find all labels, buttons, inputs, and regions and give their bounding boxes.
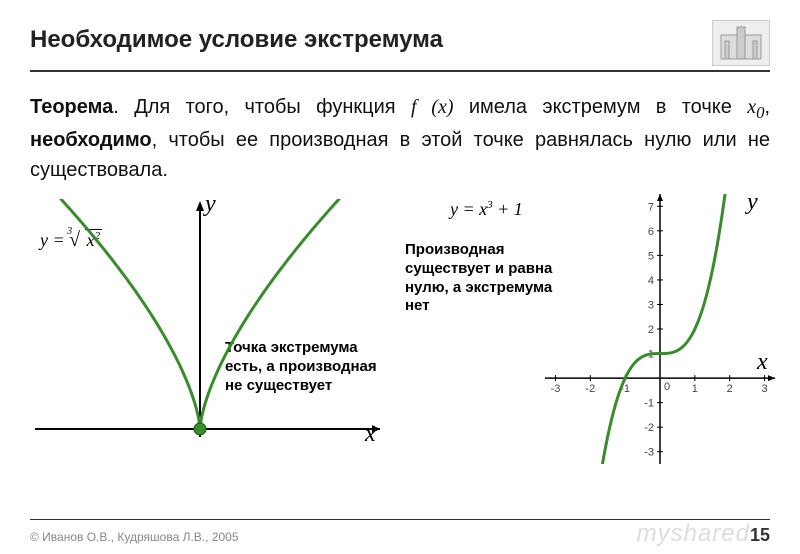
slide: Необходимое условие экстремума Теорема. … — [0, 0, 800, 554]
left-chart-svg — [30, 199, 390, 459]
theorem-label: Теорема — [30, 96, 113, 118]
svg-text:2: 2 — [648, 324, 654, 336]
right-formula: y = x3 + 1 — [450, 199, 523, 220]
svg-text:-1: -1 — [644, 398, 654, 410]
svg-text:5: 5 — [648, 250, 654, 262]
svg-text:3: 3 — [761, 383, 767, 395]
svg-text:4: 4 — [648, 275, 654, 287]
right-caption: Производная существует и равна нулю, а э… — [405, 241, 565, 316]
fx-notation: f (x) — [411, 96, 454, 118]
charts-container: y = 3 √ x2 y x Точка экстремума есть, а … — [30, 199, 770, 469]
svg-text:0: 0 — [664, 381, 670, 393]
svg-text:-3: -3 — [551, 383, 561, 395]
title-divider — [30, 70, 770, 72]
university-logo — [712, 20, 770, 66]
left-chart: y = 3 √ x2 y x Точка экстремума есть, а … — [30, 199, 395, 469]
right-chart-svg: -3-2-10123-3-2-11234567 — [545, 194, 775, 464]
header-row: Необходимое условие экстремума — [30, 20, 770, 66]
theorem-text: Теорема. Для того, чтобы функция f (x) и… — [30, 92, 770, 185]
page-number: 15 — [750, 525, 770, 546]
svg-text:1: 1 — [692, 383, 698, 395]
right-chart: y = x3 + 1 y x Производная существует и … — [405, 199, 770, 469]
watermark: myshared — [637, 520, 750, 548]
footer-credits: © Иванов О.В., Кудряшова Л.В., 2005 — [30, 530, 239, 544]
svg-text:2: 2 — [727, 383, 733, 395]
svg-text:-2: -2 — [585, 383, 595, 395]
svg-text:6: 6 — [648, 226, 654, 238]
footer-divider — [30, 519, 770, 521]
svg-text:-3: -3 — [644, 447, 654, 459]
slide-title: Необходимое условие экстремума — [30, 20, 443, 54]
svg-text:-2: -2 — [644, 422, 654, 434]
svg-text:3: 3 — [648, 299, 654, 311]
svg-text:7: 7 — [648, 201, 654, 213]
